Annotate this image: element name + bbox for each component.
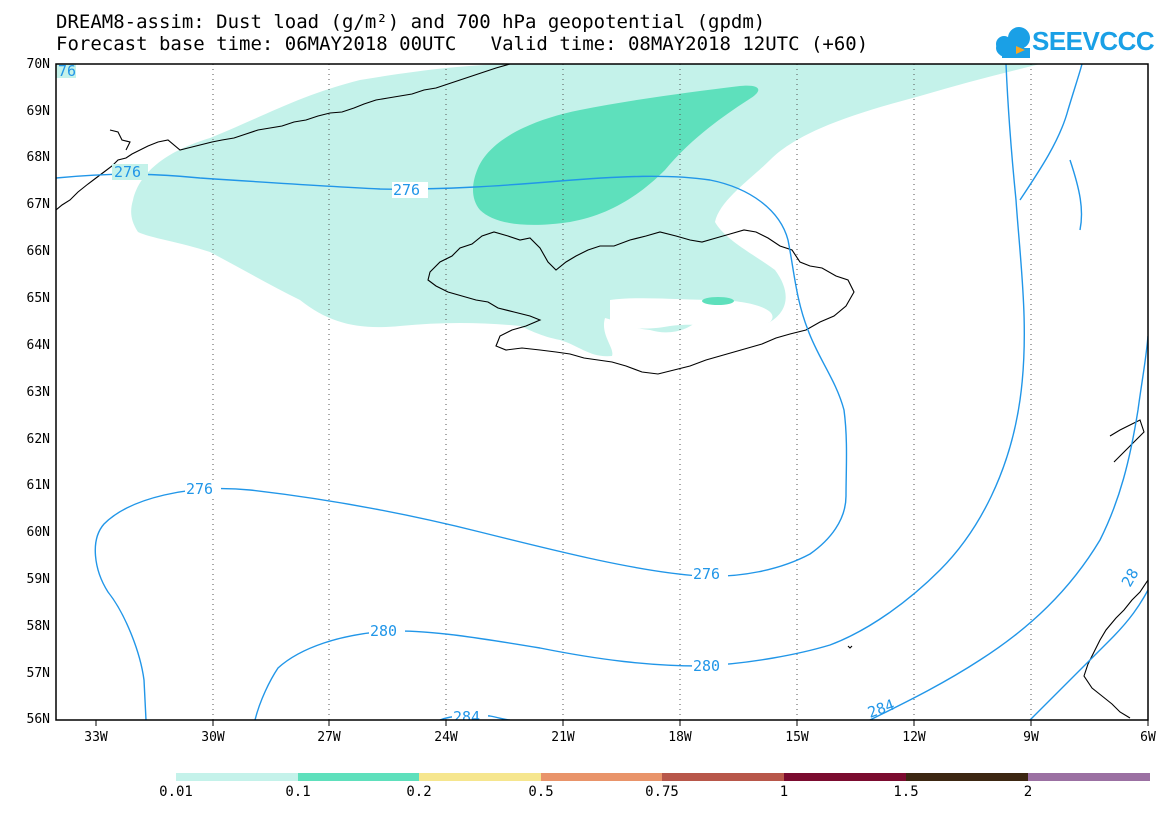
contour-label: 276 xyxy=(186,480,213,498)
contour-label: 276 xyxy=(693,565,720,583)
colorbar-swatch xyxy=(176,773,298,781)
coast-faroe xyxy=(847,645,853,649)
lat-label: 61N xyxy=(26,478,50,493)
map-area: 76 276 276 276 276 280 280 284 284 28 xyxy=(56,62,1148,726)
colorbar-swatch xyxy=(906,773,1028,781)
lat-label: 60N xyxy=(26,525,50,540)
colorbar-label: 0.2 xyxy=(406,784,432,800)
seevccc-logo xyxy=(996,27,1030,58)
colorbar xyxy=(176,773,1150,781)
lon-label: 15W xyxy=(785,730,809,745)
contour-label: 28 xyxy=(1118,565,1143,590)
colorbar-swatch xyxy=(784,773,906,781)
coast-scotland xyxy=(1083,579,1148,719)
lat-label: 68N xyxy=(26,150,50,165)
lon-label: 33W xyxy=(84,730,108,745)
logo-text: SEEVCCC xyxy=(1032,26,1155,56)
lon-label: 24W xyxy=(434,730,458,745)
colorbar-label: 0.01 xyxy=(159,784,193,800)
coast-norway xyxy=(1109,419,1145,463)
map-title-line1: DREAM8-assim: Dust load (g/m²) and 700 h… xyxy=(56,11,766,33)
colorbar-label: 0.75 xyxy=(645,784,679,800)
lat-label: 65N xyxy=(26,291,50,306)
colorbar-swatch xyxy=(298,773,419,781)
lat-label: 69N xyxy=(26,104,50,119)
lat-label: 62N xyxy=(26,432,50,447)
lat-label: 66N xyxy=(26,244,50,259)
colorbar-label: 2 xyxy=(1023,784,1033,800)
contour-label: 280 xyxy=(693,657,720,675)
colorbar-swatch xyxy=(662,773,784,781)
colorbar-swatch xyxy=(1028,773,1150,781)
lat-label: 64N xyxy=(26,338,50,353)
contour-label: 276 xyxy=(393,181,420,199)
map-frame xyxy=(55,63,1149,721)
contour-28x-east xyxy=(1029,589,1148,720)
lat-label: 57N xyxy=(26,666,50,681)
colorbar-label: 0.1 xyxy=(285,784,311,800)
contour-label: 284 xyxy=(453,708,480,726)
axis-ticks xyxy=(95,720,1149,726)
lon-label: 12W xyxy=(902,730,926,745)
lon-label: 21W xyxy=(551,730,575,745)
lon-label: 18W xyxy=(668,730,692,745)
lon-label: 30W xyxy=(201,730,225,745)
contour-284-northeast xyxy=(1019,64,1083,231)
map-title-line2: Forecast base time: 06MAY2018 00UTC Vali… xyxy=(56,33,869,55)
contour-label: 284 xyxy=(865,696,897,722)
lat-label: 56N xyxy=(26,712,50,727)
lon-label: 6W xyxy=(1140,730,1156,745)
lon-label: 27W xyxy=(317,730,341,745)
dust-area-medium xyxy=(473,85,759,225)
colorbar-label: 1 xyxy=(779,784,789,800)
dust-gap xyxy=(610,298,773,329)
colorbar-swatch xyxy=(419,773,541,781)
contour-284-east xyxy=(869,335,1148,720)
dust-patch-small xyxy=(702,297,734,305)
lat-label: 67N xyxy=(26,197,50,212)
cloud-icon xyxy=(996,27,1030,58)
contour-label: 76 xyxy=(58,62,76,80)
lat-label: 58N xyxy=(26,619,50,634)
colorbar-swatch xyxy=(541,773,662,781)
lon-label: 9W xyxy=(1023,730,1039,745)
colorbar-label: 1.5 xyxy=(893,784,919,800)
coast-iceland xyxy=(427,229,855,375)
lat-label: 59N xyxy=(26,572,50,587)
lat-label: 70N xyxy=(26,57,50,72)
lat-label: 63N xyxy=(26,385,50,400)
contour-label: 276 xyxy=(114,163,141,181)
contour-label: 280 xyxy=(370,622,397,640)
colorbar-label: 0.5 xyxy=(528,784,554,800)
